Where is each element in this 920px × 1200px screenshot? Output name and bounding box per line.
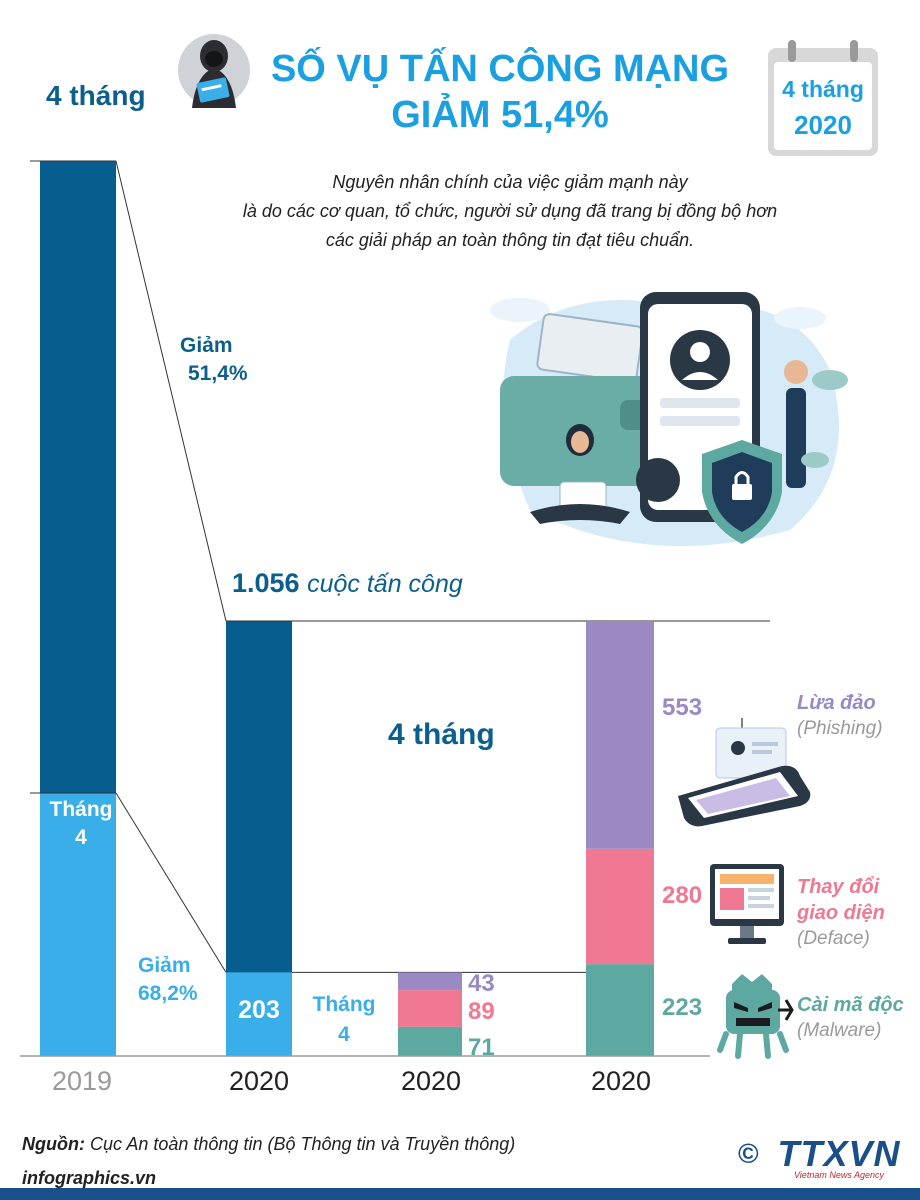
connector-4-months (115, 160, 227, 622)
bar-2019-bottom-label: Tháng 4 (49, 798, 113, 849)
april-2020-value: 203 (238, 996, 280, 1024)
description-line: Nguyên nhân chính của việc giảm mạnh này (332, 172, 688, 192)
copyright-symbol: © (738, 1138, 759, 1169)
april-deface-value: 89 (468, 998, 495, 1025)
description: Nguyên nhân chính của việc giảm mạnh này… (230, 168, 790, 255)
legend-phishing: Lừa đảo (Phishing) (797, 692, 883, 739)
bar-2019-april (40, 793, 116, 1056)
legend-deface: Thay đổi giao diện (Deface) (797, 876, 885, 949)
agency-logo: TTXVN Vietnam News Agency (777, 1133, 901, 1181)
hacker-illustration (178, 34, 250, 108)
description-line: là do các cơ quan, tổ chức, người sử dụn… (242, 201, 778, 221)
x-label-2019: 2019 (51, 1066, 113, 1096)
x-label-2020-breakdown: 2020 (590, 1066, 652, 1096)
april-stack-phishing (398, 972, 462, 991)
x-label-2020-total: 2020 (228, 1066, 290, 1096)
phishing-value: 553 (662, 694, 703, 721)
april-stack-deface (398, 990, 462, 1027)
malware-value: 223 (662, 994, 703, 1021)
source-label: Nguồn: (22, 1134, 85, 1154)
box-label: 4 tháng (388, 718, 495, 751)
april-malware-value: 71 (468, 1034, 495, 1061)
total-2020-label: 1.056 cuộc tấn công (232, 568, 463, 598)
decrease-4-months-label: Giảm 51,4% (180, 334, 248, 385)
security-illustration (490, 292, 848, 546)
calendar-icon: 4 tháng 2020 (768, 40, 878, 156)
april-breakdown-label: Tháng 4 (312, 993, 376, 1046)
connector-april (115, 792, 227, 973)
page-title: SỐ VỤ TẤN CÔNG MẠNG GIẢM 51,4% (270, 48, 730, 136)
description-line: các giải pháp an toàn thông tin đạt tiêu… (325, 230, 695, 250)
stack-deface (586, 848, 654, 965)
footer-bar (0, 1188, 920, 1200)
april-phishing-value: 43 (468, 970, 495, 997)
malware-virus-icon (717, 974, 794, 1059)
april-stack-malware (398, 1026, 462, 1056)
deface-value: 280 (662, 882, 703, 909)
phishing-phone-icon (678, 718, 811, 827)
x-label-2020-april: 2020 (400, 1066, 462, 1096)
source-text: Cục An toàn thông tin (Bộ Thông tin và T… (90, 1134, 516, 1154)
bar-2020-april (226, 972, 292, 1056)
calendar-month: 4 tháng (782, 76, 864, 102)
legend-malware: Cài mã độc (Malware) (797, 994, 904, 1041)
decrease-april-label: Giảm 68,2% (138, 954, 198, 1005)
source-line: Nguồn: Cục An toàn thông tin (Bộ Thông t… (22, 1134, 515, 1155)
stack-malware (586, 964, 654, 1056)
bar-2019-top-label: 4 tháng (46, 80, 146, 111)
stack-phishing (586, 621, 654, 849)
calendar-year: 2020 (794, 110, 852, 140)
chart (20, 160, 770, 1057)
site-link[interactable]: infographics.vn (22, 1168, 157, 1188)
deface-monitor-icon (710, 864, 784, 944)
